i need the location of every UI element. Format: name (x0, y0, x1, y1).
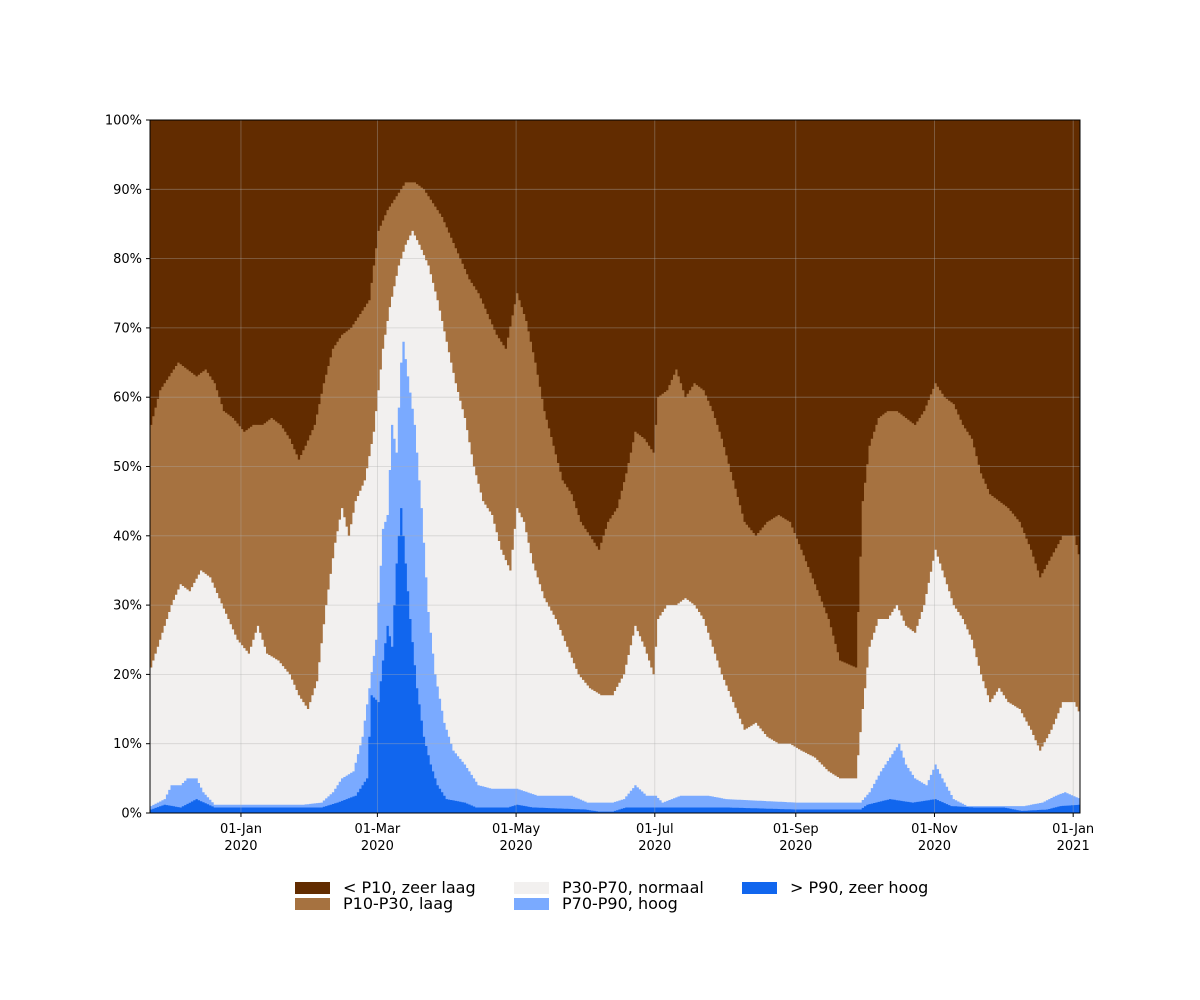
legend-swatch-hoog (514, 898, 549, 910)
legend-swatch-zeer-laag (295, 882, 330, 894)
x-tick-year-label: 2020 (918, 839, 951, 854)
x-tick-label: 01-Jul (636, 822, 674, 837)
legend: < P10, zeer laag P10-P30, laag P30-P70, … (295, 880, 975, 920)
y-tick-label: 40% (113, 529, 142, 544)
legend-label-zeer-laag: < P10, zeer laag (343, 878, 476, 897)
y-tick-label: 10% (113, 737, 142, 752)
y-tick-label: 30% (113, 599, 142, 614)
legend-swatch-zeer-hoog (742, 882, 777, 894)
y-tick-label: 70% (113, 321, 142, 336)
x-tick-year-label: 2020 (500, 839, 533, 854)
x-tick-year-label: 2020 (779, 839, 812, 854)
chart-areas (150, 120, 1080, 813)
x-tick-label: 01-Jan (1052, 822, 1094, 837)
x-tick-year-label: 2020 (638, 839, 671, 854)
x-tick-year-label: 2021 (1057, 839, 1090, 854)
legend-swatch-normaal (514, 882, 549, 894)
legend-label-normaal: P30-P70, normaal (562, 878, 704, 897)
x-tick-year-label: 2020 (224, 839, 257, 854)
x-tick-label: 01-May (492, 822, 540, 837)
y-tick-label: 60% (113, 391, 142, 406)
y-tick-label: 50% (113, 460, 142, 475)
y-tick-label: 20% (113, 668, 142, 683)
x-tick-label: 01-Nov (911, 822, 958, 837)
area-p90-zeer-hoog (150, 508, 1080, 813)
x-tick-label: 01-Jan (220, 822, 262, 837)
legend-swatch-laag (295, 898, 330, 910)
x-tick-label: 01-Sep (773, 822, 819, 837)
legend-label-hoog: P70-P90, hoog (562, 894, 678, 913)
x-axis: 01-Jan 2020 01-Mar 2020 01-May 2020 01-Jul 2020… (220, 813, 1094, 854)
y-tick-label: 80% (113, 252, 142, 267)
x-tick-label: 01-Mar (355, 822, 401, 837)
y-axis: 0% 10% 20% 30% 40% 50% 60% 70% 80% 90% 100% (105, 114, 150, 822)
y-tick-label: 100% (105, 114, 142, 129)
x-tick-year-label: 2020 (361, 839, 394, 854)
legend-label-laag: P10-P30, laag (343, 894, 454, 913)
chart-grid (150, 120, 1080, 813)
y-tick-label: 90% (113, 183, 142, 198)
legend-label-zeer-hoog: > P90, zeer hoog (790, 878, 929, 897)
y-tick-label: 0% (121, 807, 142, 822)
